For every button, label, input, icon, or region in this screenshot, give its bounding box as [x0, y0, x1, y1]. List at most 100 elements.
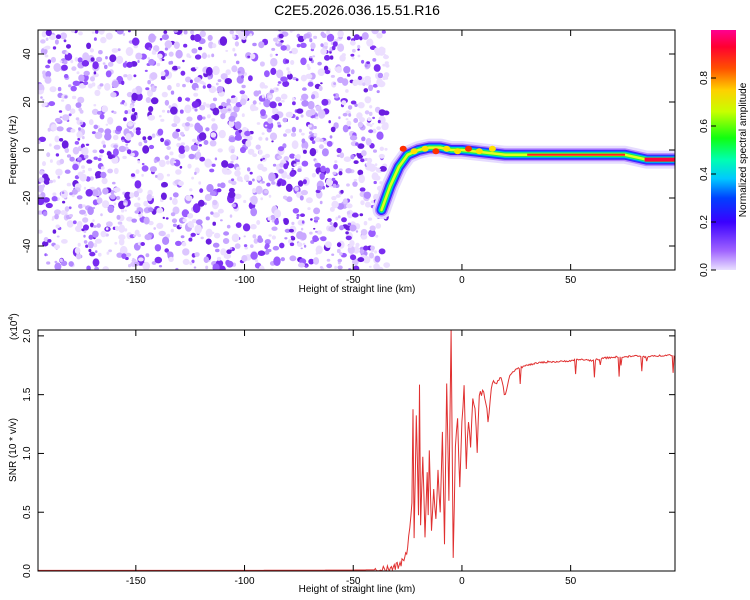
noise-speckle — [79, 121, 84, 125]
noise-speckle — [363, 191, 371, 199]
noise-speckle — [135, 129, 141, 136]
noise-speckle — [266, 182, 271, 187]
noise-speckle — [216, 188, 222, 193]
noise-speckle — [133, 190, 139, 198]
noise-speckle — [257, 250, 266, 256]
noise-speckle — [194, 122, 201, 132]
noise-speckle — [222, 59, 227, 64]
noise-speckle — [70, 59, 74, 64]
noise-speckle — [96, 223, 101, 228]
noise-speckle — [94, 250, 98, 254]
noise-speckle — [204, 158, 212, 168]
noise-speckle — [357, 48, 360, 51]
noise-speckle — [368, 129, 374, 133]
noise-speckle — [252, 234, 257, 239]
noise-speckle — [100, 230, 107, 238]
noise-speckle — [347, 73, 351, 77]
noise-speckle — [54, 117, 62, 123]
noise-speckle — [271, 140, 274, 143]
noise-speckle — [372, 116, 375, 120]
noise-speckle — [205, 265, 209, 270]
noise-speckle — [87, 241, 94, 249]
noise-speckle — [319, 172, 325, 180]
noise-speckle — [362, 82, 366, 86]
noise-speckle — [52, 192, 57, 196]
noise-speckle — [296, 213, 300, 217]
noise-speckle — [72, 80, 81, 87]
noise-speckle — [148, 47, 152, 51]
noise-speckle — [123, 202, 127, 206]
noise-speckle — [307, 81, 314, 87]
noise-speckle — [313, 216, 320, 221]
noise-speckle — [324, 54, 331, 61]
noise-speckle — [42, 161, 46, 167]
noise-speckle — [243, 174, 250, 181]
noise-speckle — [102, 39, 105, 42]
noise-speckle — [332, 171, 337, 175]
noise-speckle — [244, 130, 251, 137]
noise-speckle — [57, 197, 60, 201]
noise-speckle — [58, 110, 63, 113]
noise-speckle — [158, 159, 166, 168]
noise-speckle — [359, 187, 366, 192]
noise-speckle — [39, 170, 45, 175]
noise-speckle — [269, 101, 277, 109]
noise-speckle — [64, 52, 73, 61]
noise-speckle — [337, 265, 343, 270]
noise-speckle — [182, 248, 190, 256]
noise-speckle — [212, 107, 220, 116]
noise-speckle — [82, 204, 86, 208]
noise-speckle — [231, 65, 238, 73]
noise-speckle — [177, 96, 182, 103]
noise-speckle — [289, 171, 296, 177]
noise-speckle — [113, 187, 121, 193]
noise-speckle — [70, 85, 77, 92]
noise-speckle — [89, 119, 94, 126]
noise-speckle — [194, 224, 202, 234]
noise-speckle — [45, 70, 52, 78]
noise-speckle — [75, 117, 80, 121]
noise-speckle — [63, 60, 68, 65]
noise-speckle — [100, 213, 103, 217]
noise-speckle — [350, 100, 357, 105]
noise-speckle — [209, 168, 215, 173]
noise-speckle — [374, 47, 380, 54]
noise-speckle — [242, 126, 248, 133]
noise-speckle — [296, 161, 301, 165]
noise-speckle — [331, 253, 335, 256]
y-tick-label: 20 — [22, 96, 33, 108]
noise-speckle — [313, 125, 317, 130]
noise-speckle — [124, 209, 127, 212]
noise-speckle — [212, 221, 216, 226]
signal-ridge-band — [380, 146, 675, 212]
noise-speckle — [226, 224, 231, 229]
noise-speckle — [51, 196, 58, 202]
noise-speckle — [54, 39, 59, 45]
noise-speckle — [249, 33, 253, 37]
noise-speckle — [183, 30, 188, 35]
noise-speckle — [150, 97, 159, 105]
noise-speckle — [69, 156, 75, 162]
noise-speckle — [300, 213, 305, 217]
noise-speckle — [280, 76, 288, 82]
noise-speckle — [338, 168, 343, 172]
noise-speckle — [107, 117, 114, 125]
noise-speckle — [346, 183, 350, 187]
noise-speckle — [278, 33, 284, 39]
noise-speckle — [145, 87, 150, 91]
noise-speckle — [180, 235, 185, 239]
noise-speckle — [170, 90, 175, 95]
noise-speckle — [97, 157, 102, 162]
noise-speckle — [271, 47, 276, 51]
noise-speckle — [64, 206, 70, 212]
noise-speckle — [326, 33, 335, 42]
noise-speckle — [384, 61, 389, 65]
noise-speckle — [348, 113, 352, 117]
noise-speckle — [115, 125, 123, 132]
noise-speckle — [127, 30, 131, 33]
noise-speckle — [63, 39, 67, 43]
noise-speckle — [66, 44, 71, 49]
noise-speckle — [252, 178, 255, 182]
noise-speckle — [59, 116, 63, 119]
